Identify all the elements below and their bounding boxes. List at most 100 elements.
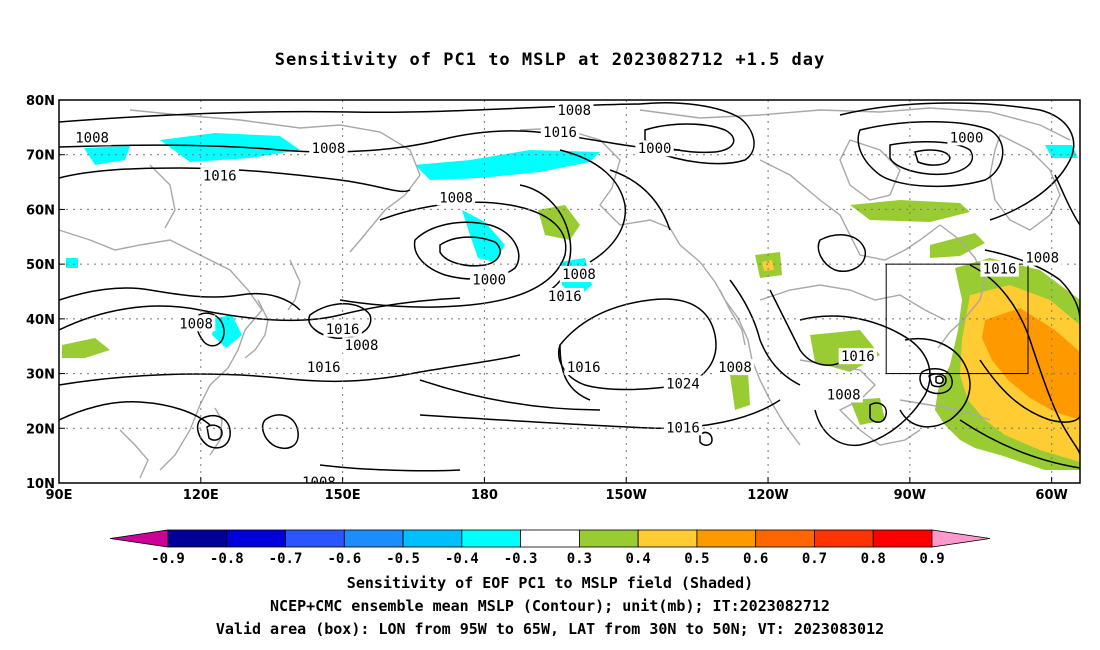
colorbar: -0.9 -0.8 -0.7 -0.6 -0.5 -0.4 -0.3 0.3 0.4 0.5 0.6… bbox=[109, 529, 991, 567]
colorbar-low-end bbox=[109, 529, 169, 548]
contour-label: 1008 bbox=[557, 103, 591, 119]
y-tick-label: 40N bbox=[26, 313, 55, 328]
colorbar-swatch bbox=[520, 529, 580, 548]
contour-label: 1016 bbox=[983, 262, 1017, 278]
contour-label-bg bbox=[540, 123, 580, 140]
caption-contour: NCEP+CMC ensemble mean MSLP (Contour); u… bbox=[270, 597, 830, 615]
colorbar-label: 0.3 bbox=[567, 551, 592, 567]
contour-label-bg bbox=[824, 386, 863, 403]
map-title: Sensitivity of PC1 to MSLP at 2023082712… bbox=[274, 50, 826, 70]
contour-label: 1008 bbox=[179, 316, 213, 332]
contour-label-bg bbox=[663, 375, 703, 392]
colorbar-label: 0.7 bbox=[802, 551, 827, 567]
colorbar-swatch bbox=[814, 529, 874, 548]
colorbar-swatch bbox=[872, 529, 933, 548]
yellow-patch-plains bbox=[762, 260, 774, 271]
x-tick-label: 90W bbox=[894, 488, 926, 503]
colorbar-swatch bbox=[461, 529, 522, 548]
contour-label-bg bbox=[663, 419, 703, 436]
contour-label-bg bbox=[304, 359, 343, 376]
contour-label: 1008 bbox=[75, 130, 109, 146]
y-tick-label: 30N bbox=[26, 368, 55, 383]
caption-shading: Sensitivity of EOF PC1 to MSLP field (Sh… bbox=[346, 574, 754, 592]
colorbar-swatch bbox=[343, 529, 404, 548]
contour-label: 1016 bbox=[666, 420, 700, 436]
negative-sensitivity-arctic-west bbox=[84, 146, 130, 165]
green-patch-labrador bbox=[930, 233, 985, 258]
x-tick-label: 60W bbox=[1035, 488, 1067, 503]
y-tick-label: 80N bbox=[26, 94, 55, 109]
caption-valid-area: Valid area (box): LON from 95W to 65W, L… bbox=[215, 620, 885, 638]
colorbar-label: 0.9 bbox=[919, 551, 944, 567]
contour-label-bg bbox=[342, 337, 381, 354]
lat-lon-grid bbox=[59, 100, 1080, 483]
contour-label: 1016 bbox=[841, 349, 875, 365]
negative-sensitivity-bering bbox=[415, 150, 600, 180]
contour-label-bg bbox=[838, 348, 878, 365]
colorbar-label: 0.5 bbox=[684, 551, 709, 567]
negative-sensitivity-aleutian bbox=[462, 210, 505, 262]
colorbar-label: -0.5 bbox=[386, 551, 420, 567]
contour-label-bg bbox=[564, 359, 603, 376]
colorbar-label: -0.3 bbox=[504, 551, 538, 567]
valid-area-box bbox=[885, 263, 1029, 375]
x-tick-label: 120E bbox=[183, 488, 219, 503]
contour-label-bg bbox=[559, 266, 599, 283]
contour-label-bg bbox=[635, 140, 674, 157]
x-tick-label: 120W bbox=[747, 488, 788, 503]
x-tick-label: 90E bbox=[46, 488, 73, 503]
negative-sensitivity-arctic bbox=[160, 133, 300, 162]
green-patch-canada bbox=[850, 200, 970, 222]
contour-label: 1000 bbox=[950, 130, 984, 146]
colorbar-label: 0.4 bbox=[626, 551, 651, 567]
colorbar-label: -0.8 bbox=[210, 551, 244, 567]
axis-labels: 90E 120E 150E 180 150W 120W 90W 60W 80N 70N 60N 50N… bbox=[26, 94, 1068, 503]
contour-label-bg bbox=[947, 129, 986, 146]
coastlines bbox=[59, 107, 1071, 479]
contour-label-bg bbox=[1022, 249, 1062, 266]
contour-label: 1024 bbox=[666, 377, 700, 393]
contour-label: 1016 bbox=[567, 360, 601, 376]
contour-label-bg bbox=[309, 140, 348, 157]
contour-label-bg bbox=[555, 101, 594, 118]
green-patch-alaska bbox=[538, 205, 580, 240]
contour-label: 1016 bbox=[203, 169, 237, 185]
y-tick-label: 70N bbox=[26, 149, 55, 164]
green-patch-mexico bbox=[730, 372, 750, 410]
green-patch-caribbean bbox=[850, 398, 885, 425]
contour-label: 1008 bbox=[345, 338, 379, 354]
contour-label-bg bbox=[323, 320, 362, 337]
colorbar-swatch bbox=[755, 529, 815, 548]
y-tick-label: 50N bbox=[26, 258, 55, 273]
colorbar-swatch bbox=[167, 529, 228, 548]
y-tick-label: 20N bbox=[26, 422, 55, 437]
contour-label: 1016 bbox=[548, 289, 582, 305]
contour-label: 1008 bbox=[312, 141, 346, 157]
colorbar-swatch bbox=[402, 529, 463, 548]
contour-label: 1008 bbox=[718, 360, 752, 376]
negative-sensitivity-small-2 bbox=[66, 258, 78, 268]
x-tick-label: 150E bbox=[325, 488, 361, 503]
colorbar-label: 0.8 bbox=[861, 551, 886, 567]
contour-label-bg bbox=[469, 271, 509, 288]
negative-sensitivity-japan bbox=[212, 315, 242, 348]
map-frame bbox=[58, 99, 1081, 484]
colorbar-swatch bbox=[285, 529, 345, 548]
green-patch-westpac bbox=[62, 338, 110, 358]
colorbar-high-end bbox=[931, 529, 991, 548]
contour-label-bg bbox=[176, 315, 216, 332]
contour-label: 1008 bbox=[827, 387, 861, 403]
contour-label: 1008 bbox=[1025, 251, 1059, 267]
colorbar-swatch bbox=[637, 529, 698, 548]
contour-label-bg bbox=[72, 129, 112, 146]
contour-label-bg bbox=[299, 474, 339, 483]
contour-label: 1016 bbox=[326, 322, 360, 338]
x-tick-label: 150W bbox=[605, 488, 646, 503]
colorbar-label: 0.6 bbox=[743, 551, 768, 567]
positive-sensitivity-orange-area bbox=[982, 308, 1080, 420]
contour-label-bg bbox=[980, 260, 1019, 277]
contour-label: 1000 bbox=[638, 141, 672, 157]
contour-label: 1016 bbox=[307, 360, 341, 376]
